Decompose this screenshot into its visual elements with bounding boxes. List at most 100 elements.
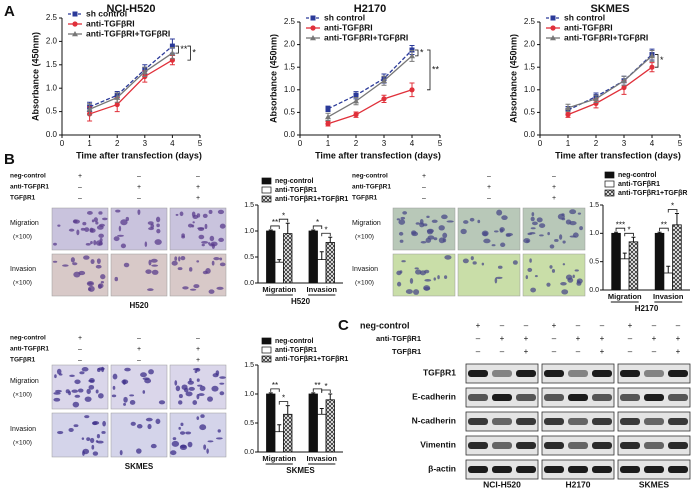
condition-label: anti-TGFβR1 xyxy=(376,334,421,343)
marker xyxy=(621,84,627,91)
bar xyxy=(274,431,284,453)
legend-label: anti-TGFβRI xyxy=(324,22,373,32)
condition-sign: – xyxy=(422,195,426,202)
legend-marker xyxy=(72,31,78,37)
cell xyxy=(530,287,537,293)
cell xyxy=(500,242,506,248)
marker xyxy=(409,87,415,93)
condition-sign: + xyxy=(196,357,200,364)
significance: * xyxy=(324,382,327,391)
bracket xyxy=(415,49,419,57)
significance: ** xyxy=(272,218,278,227)
condition-label: neg-control xyxy=(10,173,46,180)
row-label: Invasion xyxy=(10,426,36,433)
series-line xyxy=(327,55,413,118)
cell xyxy=(442,238,447,243)
condition-sign: – xyxy=(487,173,491,180)
cell xyxy=(204,223,208,229)
cell xyxy=(505,232,513,237)
cell xyxy=(433,277,436,281)
cell xyxy=(495,276,503,279)
condition-sign: – xyxy=(137,335,141,342)
bracket xyxy=(321,389,331,393)
bar xyxy=(317,259,327,284)
y-tick-label: 0.5 xyxy=(589,259,599,266)
cell xyxy=(424,278,432,282)
cell xyxy=(123,262,130,268)
cell xyxy=(496,209,503,216)
cell xyxy=(145,417,153,422)
cell xyxy=(88,384,95,390)
legend-swatch xyxy=(261,355,272,363)
cell xyxy=(172,437,177,441)
blot-frame xyxy=(541,363,615,384)
y-tick-label: 1.0 xyxy=(284,85,296,94)
cell xyxy=(57,224,61,227)
blot-band xyxy=(568,418,588,425)
chart-title: NCI-H520 xyxy=(107,3,156,15)
bar xyxy=(274,261,284,284)
cell xyxy=(442,232,448,239)
cell-line-label: SKMES xyxy=(639,479,670,489)
cell xyxy=(78,270,86,276)
cell xyxy=(444,275,448,279)
blot-band xyxy=(468,394,488,401)
blot-band xyxy=(620,394,640,401)
bracket xyxy=(624,232,634,237)
cell xyxy=(81,367,89,372)
y-tick-label: 1.0 xyxy=(244,228,254,235)
cell xyxy=(93,217,98,223)
cell xyxy=(420,240,427,244)
cell xyxy=(175,213,179,216)
cell xyxy=(562,240,566,244)
cell xyxy=(203,444,207,450)
significance: *** xyxy=(616,220,625,229)
error-bar xyxy=(328,236,333,243)
cell xyxy=(211,385,219,392)
blot-band xyxy=(668,394,688,401)
cell xyxy=(185,391,193,397)
error-bar xyxy=(319,408,324,415)
row-label: Migration xyxy=(352,220,381,227)
row-label: Migration xyxy=(10,220,39,227)
x-tick-label: 4 xyxy=(650,139,655,148)
condition-sign: + xyxy=(600,334,605,343)
cell xyxy=(68,427,74,433)
cell xyxy=(409,277,414,284)
cell xyxy=(196,260,200,263)
cell xyxy=(179,211,184,217)
cell xyxy=(398,231,404,236)
x-tick-label: 3 xyxy=(622,139,627,148)
blot-band xyxy=(516,370,536,377)
condition-sign: + xyxy=(196,346,200,353)
blot-band xyxy=(592,394,612,401)
cell xyxy=(121,379,129,385)
cell xyxy=(549,265,553,269)
cell xyxy=(56,368,62,375)
cell xyxy=(144,378,152,384)
condition-sign: + xyxy=(600,347,605,356)
bracket xyxy=(270,388,280,392)
cell xyxy=(216,286,224,290)
cell xyxy=(77,388,84,393)
cell xyxy=(219,376,226,379)
cell xyxy=(187,223,193,228)
marker xyxy=(565,104,571,111)
y-tick-label: 1.5 xyxy=(284,62,296,71)
series-line xyxy=(567,54,653,111)
cell xyxy=(95,389,99,394)
cell xyxy=(208,209,213,215)
marker xyxy=(649,64,655,70)
cell xyxy=(462,258,469,264)
x-tick-label: 5 xyxy=(678,139,683,148)
cell xyxy=(93,239,97,246)
cell xyxy=(156,223,160,228)
blot-frame xyxy=(617,363,691,384)
condition-sign: + xyxy=(196,184,200,191)
cell xyxy=(174,256,178,261)
cell xyxy=(444,255,452,260)
marker xyxy=(649,52,655,59)
y-tick-label: 0.5 xyxy=(46,107,58,116)
blot-band xyxy=(492,394,512,401)
cell xyxy=(101,431,106,434)
